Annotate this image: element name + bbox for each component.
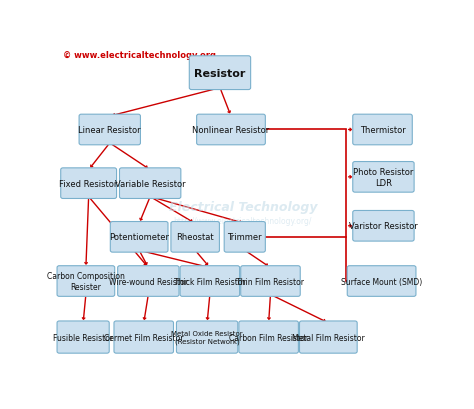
FancyBboxPatch shape bbox=[79, 115, 140, 146]
Text: Wire-wound Resistor: Wire-wound Resistor bbox=[109, 277, 188, 286]
Text: http://www.electricaltechnology.org/: http://www.electricaltechnology.org/ bbox=[173, 216, 312, 225]
FancyBboxPatch shape bbox=[57, 321, 109, 353]
Text: Potentiometer: Potentiometer bbox=[109, 233, 169, 242]
FancyBboxPatch shape bbox=[57, 266, 115, 297]
FancyBboxPatch shape bbox=[118, 266, 179, 297]
FancyBboxPatch shape bbox=[241, 266, 300, 297]
FancyBboxPatch shape bbox=[347, 266, 416, 297]
Text: Fixed Resistor: Fixed Resistor bbox=[59, 179, 118, 188]
FancyBboxPatch shape bbox=[189, 56, 251, 90]
FancyBboxPatch shape bbox=[176, 321, 238, 353]
FancyBboxPatch shape bbox=[239, 321, 299, 353]
FancyBboxPatch shape bbox=[197, 115, 265, 146]
FancyBboxPatch shape bbox=[171, 222, 219, 252]
Text: Resistor: Resistor bbox=[194, 68, 246, 79]
FancyBboxPatch shape bbox=[61, 169, 117, 199]
FancyBboxPatch shape bbox=[353, 211, 414, 241]
Text: Thick Film Resistor: Thick Film Resistor bbox=[174, 277, 246, 286]
Text: Fusible Resistor: Fusible Resistor bbox=[53, 333, 113, 342]
FancyBboxPatch shape bbox=[114, 321, 173, 353]
FancyBboxPatch shape bbox=[224, 222, 265, 252]
Text: Trimmer: Trimmer bbox=[228, 233, 262, 242]
Text: Surface Mount (SMD): Surface Mount (SMD) bbox=[341, 277, 422, 286]
Text: Nonlinear Resistor: Nonlinear Resistor bbox=[192, 126, 270, 135]
FancyBboxPatch shape bbox=[353, 115, 412, 146]
Text: Variable Resistor: Variable Resistor bbox=[115, 179, 185, 188]
FancyBboxPatch shape bbox=[110, 222, 168, 252]
Text: Metal Oxide Resistor
(Resistor Network): Metal Oxide Resistor (Resistor Network) bbox=[171, 330, 243, 344]
Text: © www.electricaltechnology.org: © www.electricaltechnology.org bbox=[63, 51, 216, 60]
Text: Linear Resistor: Linear Resistor bbox=[79, 126, 141, 135]
Text: Varistor Resistor: Varistor Resistor bbox=[349, 222, 418, 231]
FancyBboxPatch shape bbox=[300, 321, 357, 353]
Text: Rheostat: Rheostat bbox=[176, 233, 214, 242]
Text: Carbon Film Resistor: Carbon Film Resistor bbox=[229, 333, 308, 342]
Text: Thin Film Resistor: Thin Film Resistor bbox=[237, 277, 304, 286]
Text: Electrical Technology: Electrical Technology bbox=[169, 200, 317, 213]
FancyBboxPatch shape bbox=[119, 169, 181, 199]
FancyBboxPatch shape bbox=[353, 162, 414, 193]
Text: Carbon Composition
Resister: Carbon Composition Resister bbox=[47, 272, 125, 291]
Text: Thermistor: Thermistor bbox=[360, 126, 405, 135]
Text: Photo Resistor
LDR: Photo Resistor LDR bbox=[353, 168, 414, 187]
Text: Cermet Film Resistor: Cermet Film Resistor bbox=[104, 333, 183, 342]
FancyBboxPatch shape bbox=[180, 266, 240, 297]
Text: Metal Film Resistor: Metal Film Resistor bbox=[292, 333, 365, 342]
